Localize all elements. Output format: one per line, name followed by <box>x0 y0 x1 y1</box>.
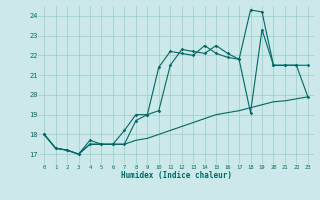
X-axis label: Humidex (Indice chaleur): Humidex (Indice chaleur) <box>121 171 231 180</box>
